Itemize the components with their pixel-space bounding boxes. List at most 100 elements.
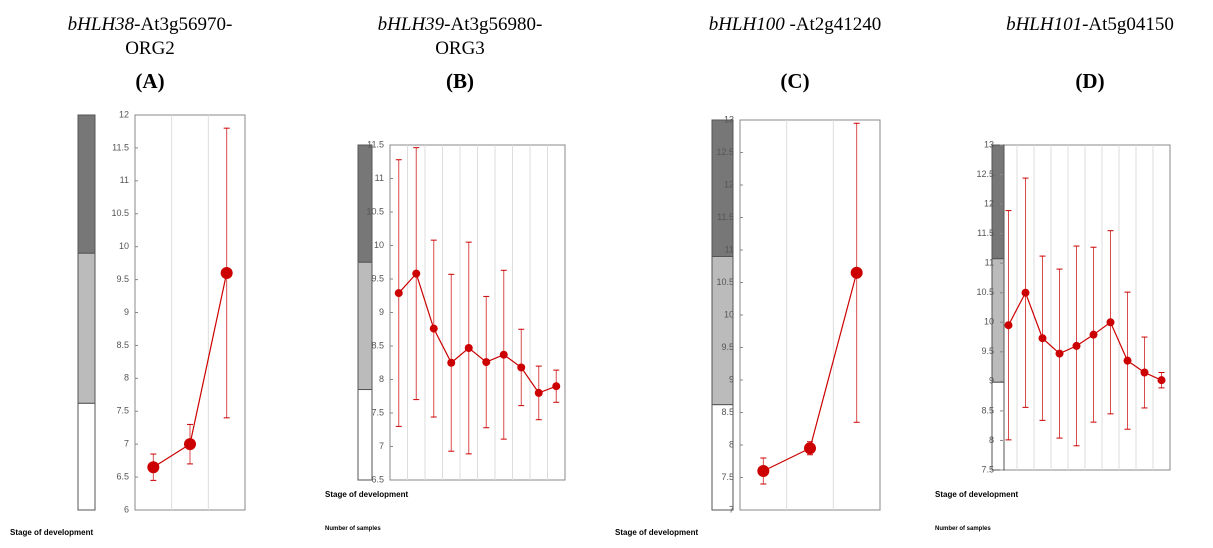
y-tick-label: 9.5: [981, 346, 994, 356]
data-point: [1021, 288, 1030, 297]
y-tick-label: 6.5: [371, 474, 384, 484]
y-tick-label: 11: [985, 258, 994, 268]
y-tick-label: 10: [984, 317, 994, 327]
y-tick-label: 9: [379, 307, 384, 317]
y-tick-label: 8: [379, 374, 384, 384]
x-label: Stage of development: [325, 490, 408, 499]
y-tick-label: 11.5: [977, 228, 994, 238]
y-tick-label: 8: [729, 439, 734, 449]
stage-bar-mid: [77, 252, 96, 404]
data-point: [1123, 356, 1132, 365]
y-tick-label: 7.5: [981, 464, 994, 474]
x-label: Stage of development: [935, 490, 1018, 499]
data-point: [464, 344, 473, 353]
title-rest: -At2g41240: [785, 14, 882, 35]
y-tick-label: 9.5: [371, 273, 384, 283]
series-line: [398, 272, 557, 394]
y-tick-label: 8.5: [721, 407, 734, 417]
gene-name: bHLH39: [378, 14, 445, 35]
x-label: Stage of development: [615, 528, 698, 537]
data-point: [184, 438, 196, 451]
y-tick-label: 11: [375, 173, 384, 183]
data-point: [1089, 330, 1098, 339]
panel-label: (A): [135, 69, 164, 93]
y-tick-label: 12: [984, 198, 994, 208]
stage-bar-low: [77, 402, 96, 511]
data-point: [147, 461, 160, 474]
stage-bar-low: [991, 381, 1005, 471]
y-tick-label: 11: [725, 244, 734, 254]
sample-label: Number of samples: [325, 526, 381, 532]
y-tick-label: 10.5: [716, 277, 734, 287]
y-tick-label: 7.5: [371, 407, 384, 417]
data-point: [429, 324, 438, 333]
y-tick-label: 10.5: [111, 208, 129, 218]
title-rest: -At3g56980-: [444, 14, 542, 35]
panel-label: (D): [1075, 69, 1104, 93]
y-tick-label: 7.5: [721, 472, 734, 482]
y-tick-label: 8: [989, 435, 994, 445]
y-tick-label: 13: [724, 114, 734, 124]
data-point: [1004, 321, 1013, 330]
y-tick-label: 9: [989, 376, 994, 386]
title-rest: -At3g56970-: [134, 14, 232, 35]
y-tick-label: 9.5: [116, 274, 129, 284]
y-tick-label: 12.5: [716, 147, 734, 157]
y-tick-label: 12: [724, 179, 734, 189]
y-tick-label: 9: [124, 307, 129, 317]
y-tick-label: 13: [984, 139, 994, 149]
data-point: [552, 382, 561, 391]
x-label: Stage of development: [10, 528, 93, 537]
data-point: [1055, 349, 1064, 358]
data-point: [394, 289, 403, 298]
panel-label: (B): [446, 69, 474, 93]
stage-bar-low: [357, 389, 373, 481]
gene-name: bHLH100: [709, 14, 786, 35]
chart-title: bHLH38-At3g56970-: [68, 14, 233, 35]
data-point: [757, 465, 770, 477]
data-point: [220, 267, 233, 279]
y-tick-label: 10.5: [976, 287, 994, 297]
title-rest: -At5g04150: [1082, 14, 1174, 35]
y-tick-label: 8.5: [116, 340, 129, 350]
data-point: [804, 442, 816, 455]
data-point: [1106, 318, 1115, 327]
stage-bar-low: [711, 404, 734, 511]
panel-label: (C): [780, 69, 809, 93]
y-tick-label: 10.5: [366, 206, 384, 216]
y-tick-label: 11: [120, 175, 129, 185]
chart-title: bHLH100 -At2g41240: [709, 14, 882, 35]
y-tick-label: 10: [724, 309, 734, 319]
y-tick-label: 9.5: [721, 342, 734, 352]
y-tick-label: 11.5: [367, 139, 384, 149]
data-point: [1157, 376, 1166, 385]
data-point: [1072, 341, 1081, 350]
y-tick-label: 7: [124, 439, 129, 449]
data-point: [850, 266, 863, 279]
stage-bar-top: [77, 114, 96, 254]
gene-name: bHLH38: [68, 14, 135, 35]
y-tick-label: 12: [119, 109, 129, 119]
y-tick-label: 7: [729, 504, 734, 514]
y-tick-label: 6.5: [116, 471, 129, 481]
data-point: [499, 350, 508, 359]
chart-title-line2: ORG3: [435, 38, 485, 59]
data-point: [534, 388, 543, 397]
y-tick-label: 8: [124, 373, 129, 383]
y-tick-label: 6: [124, 504, 129, 514]
y-tick-label: 7: [379, 441, 384, 451]
y-tick-label: 7.5: [116, 406, 129, 416]
data-point: [1140, 368, 1149, 377]
y-tick-label: 11.5: [112, 142, 129, 152]
stage-bar-top: [357, 144, 373, 263]
gene-name: bHLH101: [1006, 14, 1082, 35]
chart-title-line2: ORG2: [125, 38, 175, 59]
data-point: [1038, 334, 1047, 343]
y-tick-label: 12.5: [976, 169, 994, 179]
data-point: [412, 269, 421, 278]
chart-title: bHLH101-At5g04150: [1006, 14, 1174, 35]
data-point: [517, 363, 526, 372]
y-tick-label: 8.5: [371, 340, 384, 350]
chart-title: bHLH39-At3g56980-: [378, 14, 543, 35]
